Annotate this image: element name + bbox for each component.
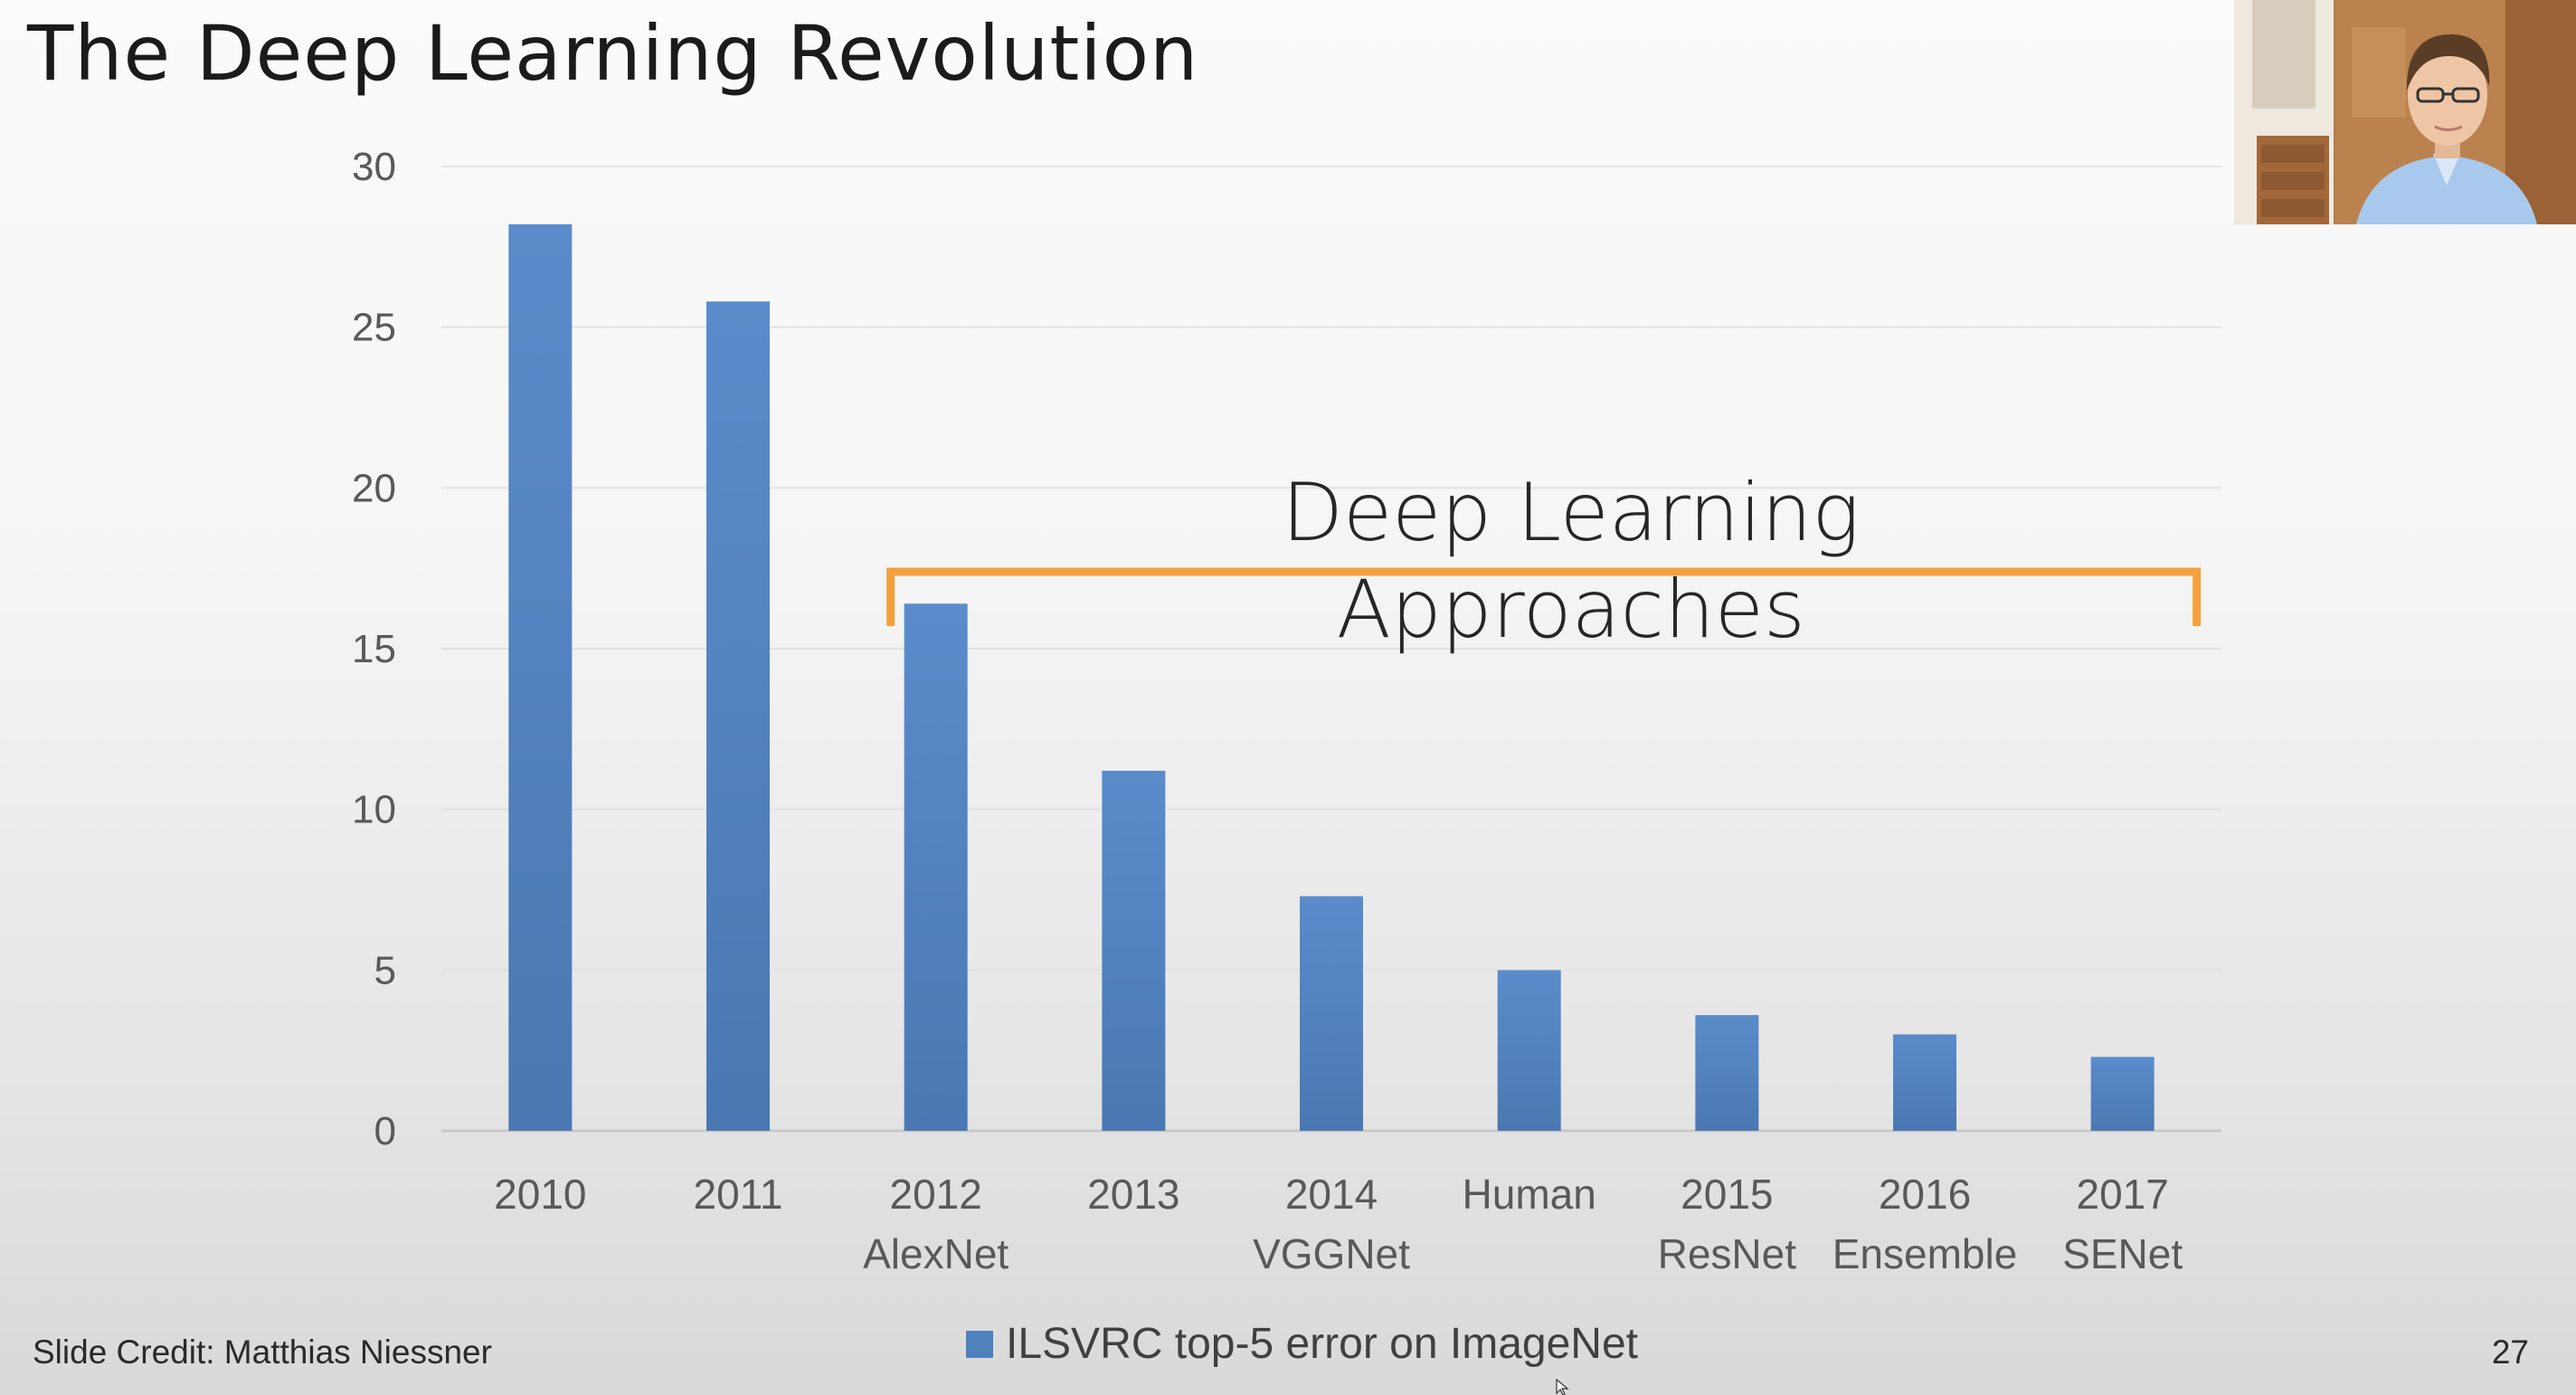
- annotation-bracket: [886, 567, 2202, 626]
- x-tick-label: 2014: [1285, 1171, 1378, 1218]
- x-tick-label: SENet: [2062, 1230, 2183, 1277]
- x-tick-label: 2010: [494, 1171, 586, 1218]
- annotation-text: Deep Learning: [1282, 466, 1860, 559]
- y-tick-label: 0: [374, 1109, 396, 1153]
- x-tick-label: Human: [1463, 1171, 1596, 1218]
- bar: [508, 223, 573, 1131]
- bar: [904, 603, 968, 1131]
- person-webcam-icon: [2234, 0, 2576, 224]
- page-number: 27: [2491, 1333, 2529, 1371]
- slide-title: The Deep Learning Revolution: [27, 9, 1199, 98]
- x-tick-label: 2015: [1681, 1171, 1773, 1218]
- x-tick-label: 2016: [1879, 1171, 1971, 1218]
- bar: [706, 301, 770, 1131]
- x-tick-label: ResNet: [1658, 1230, 1797, 1277]
- x-tick-label: 2011: [694, 1171, 783, 1218]
- y-tick-label: 20: [352, 466, 396, 510]
- bar: [1695, 1015, 1759, 1131]
- y-tick-label: 30: [352, 145, 396, 189]
- x-tick-label: 2012: [889, 1171, 981, 1218]
- bar: [2090, 1057, 2155, 1131]
- bar: [1893, 1034, 1956, 1131]
- legend-label: ILSVRC top-5 error on ImageNet: [1006, 1320, 1638, 1368]
- y-tick-label: 5: [374, 948, 396, 992]
- x-tick-label: Ensemble: [1833, 1230, 2018, 1277]
- x-tick-label: 2013: [1087, 1171, 1179, 1218]
- slide-credit: Slide Credit: Matthias Niessner: [33, 1333, 492, 1371]
- bar: [1300, 896, 1363, 1131]
- chart-legend: ILSVRC top-5 error on ImageNet: [966, 1319, 1638, 1369]
- x-tick-label: AlexNet: [863, 1230, 1009, 1277]
- x-tick-label: VGGNet: [1253, 1230, 1410, 1277]
- annotation-text: Approaches: [1337, 563, 1805, 656]
- mouse-cursor-icon: [1556, 1379, 1569, 1395]
- bar: [1497, 970, 1561, 1131]
- bar: [1102, 771, 1166, 1131]
- legend-swatch: [966, 1330, 993, 1358]
- x-tick-label: 2017: [2076, 1171, 2168, 1218]
- y-tick-label: 15: [352, 627, 396, 671]
- x-axis-ticks: 2010 2011 2012 AlexNet 2013 2014 VGGNet Human 20…: [494, 1171, 2183, 1277]
- y-tick-label: 25: [352, 306, 396, 350]
- y-axis-ticks: 0 5 10 15 20 25 30: [352, 145, 396, 1153]
- chart-bars: [508, 223, 2155, 1131]
- y-tick-label: 10: [352, 788, 396, 832]
